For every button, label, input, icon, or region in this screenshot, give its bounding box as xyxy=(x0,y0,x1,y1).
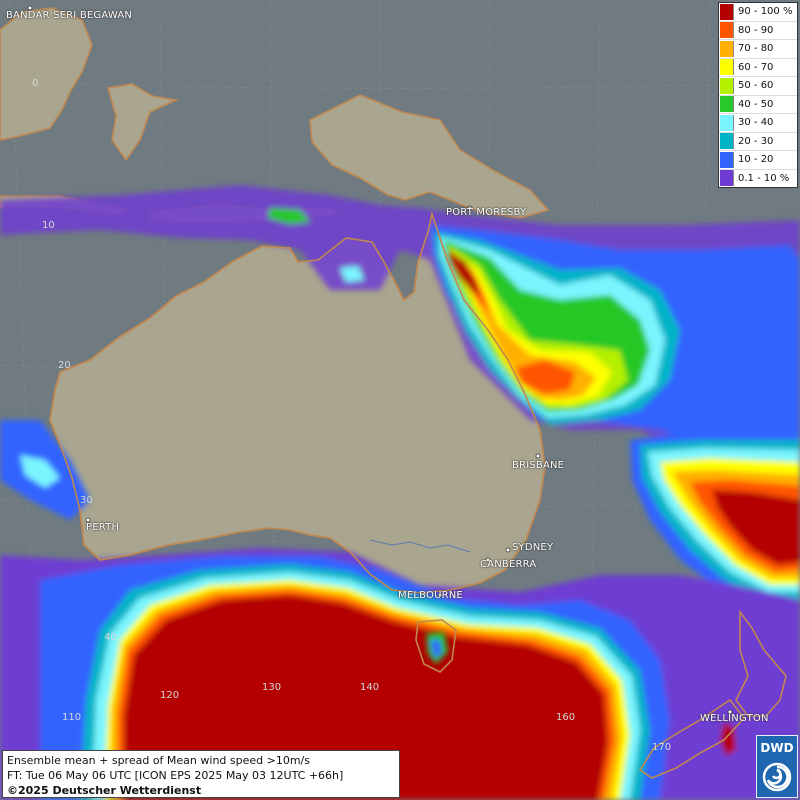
place-label-brisbane: BRISBANE xyxy=(512,460,565,471)
lat-label-20: 20 xyxy=(58,360,71,371)
legend-label: 80 - 90 xyxy=(738,24,774,36)
product-description: Ensemble mean + spread of Mean wind spee… xyxy=(7,754,310,767)
legend-swatch xyxy=(720,114,734,131)
marker-brisbane xyxy=(535,453,541,459)
place-label-canberra: CANBERRA xyxy=(480,559,537,570)
legend-label: 50 - 60 xyxy=(738,80,774,92)
marker-wellington xyxy=(727,709,733,715)
legend-swatch xyxy=(720,96,734,113)
new-guinea xyxy=(309,94,550,219)
marker-canberra xyxy=(485,557,491,563)
marker-sydney xyxy=(505,547,511,553)
lat-label-40: 40 xyxy=(104,632,117,643)
lon-label-160: 160 xyxy=(556,712,576,723)
legend-label: 40 - 50 xyxy=(738,98,774,110)
place-label-perth: PERTH xyxy=(86,522,120,533)
dwd-swirl-icon xyxy=(762,762,792,792)
legend-item: 30 - 40 xyxy=(719,114,797,133)
legend-item: 20 - 30 xyxy=(719,133,797,151)
forecast-time: FT: Tue 06 May 06 UTC [ICON EPS 2025 May… xyxy=(7,769,344,782)
place-label-wellington: WELLINGTON xyxy=(700,713,769,724)
legend-item: 90 - 100 % xyxy=(719,3,797,22)
probability-legend: 90 - 100 % 80 - 90 70 - 80 60 - 70 50 - 60 40… xyxy=(718,2,798,188)
marker-port-moresby xyxy=(467,205,473,211)
legend-label: 0.1 - 10 % xyxy=(738,172,790,184)
lat-label-30: 30 xyxy=(80,495,93,506)
lon-label-130: 130 xyxy=(262,682,282,693)
legend-label: 60 - 70 xyxy=(738,61,774,73)
legend-item: 10 - 20 xyxy=(719,151,797,170)
lon-label-140: 140 xyxy=(360,682,380,693)
legend-swatch xyxy=(720,59,734,76)
legend-swatch xyxy=(720,3,734,20)
murray-river xyxy=(369,539,471,553)
legend-swatch xyxy=(720,40,734,57)
legend-swatch xyxy=(720,77,734,94)
legend-label: 30 - 40 xyxy=(738,117,774,129)
dwd-logo-text: DWD xyxy=(760,741,794,755)
forecast-info-box: Ensemble mean + spread of Mean wind spee… xyxy=(2,750,400,798)
lat-label-0: 0 xyxy=(32,78,39,89)
place-label-melbourne: MELBOURNE xyxy=(398,590,463,601)
legend-item: 70 - 80 xyxy=(719,40,797,59)
sulawesi xyxy=(106,83,179,162)
legend-item: 0.1 - 10 % xyxy=(719,170,797,188)
legend-item: 40 - 50 xyxy=(719,96,797,114)
legend-swatch xyxy=(720,133,734,150)
place-label-bandar: BANDAR SERI BEGAWAN xyxy=(6,10,133,21)
dwd-logo: DWD xyxy=(756,735,798,798)
legend-item: 80 - 90 xyxy=(719,22,797,40)
city-markers xyxy=(27,5,733,715)
legend-label: 70 - 80 xyxy=(738,43,774,55)
coastlines xyxy=(49,211,787,779)
legend-swatch xyxy=(720,22,734,39)
legend-item: 60 - 70 xyxy=(719,59,797,77)
place-label-sydney: SYDNEY xyxy=(512,542,554,553)
legend-item: 50 - 60 xyxy=(719,77,797,96)
legend-label: 90 - 100 % xyxy=(738,6,793,18)
legend-label: 20 - 30 xyxy=(738,135,774,147)
place-label-port-moresby: PORT MORESBY xyxy=(446,207,527,218)
marker-melbourne xyxy=(437,592,443,598)
marker-bandar xyxy=(27,5,33,11)
borneo xyxy=(0,7,93,141)
wind-probability-shading xyxy=(0,185,800,800)
copyright-notice: ©2025 Deutscher Wetterdienst xyxy=(7,784,202,797)
lon-label-120: 120 xyxy=(160,690,180,701)
lat-label-10: 10 xyxy=(42,220,55,231)
marker-perth xyxy=(85,517,91,523)
lon-label-110: 110 xyxy=(62,712,82,723)
legend-swatch xyxy=(720,151,734,168)
tasmania-shading xyxy=(426,632,448,664)
lon-label-170: 170 xyxy=(652,742,672,753)
legend-label: 10 - 20 xyxy=(738,154,774,166)
legend-swatch xyxy=(720,170,734,187)
